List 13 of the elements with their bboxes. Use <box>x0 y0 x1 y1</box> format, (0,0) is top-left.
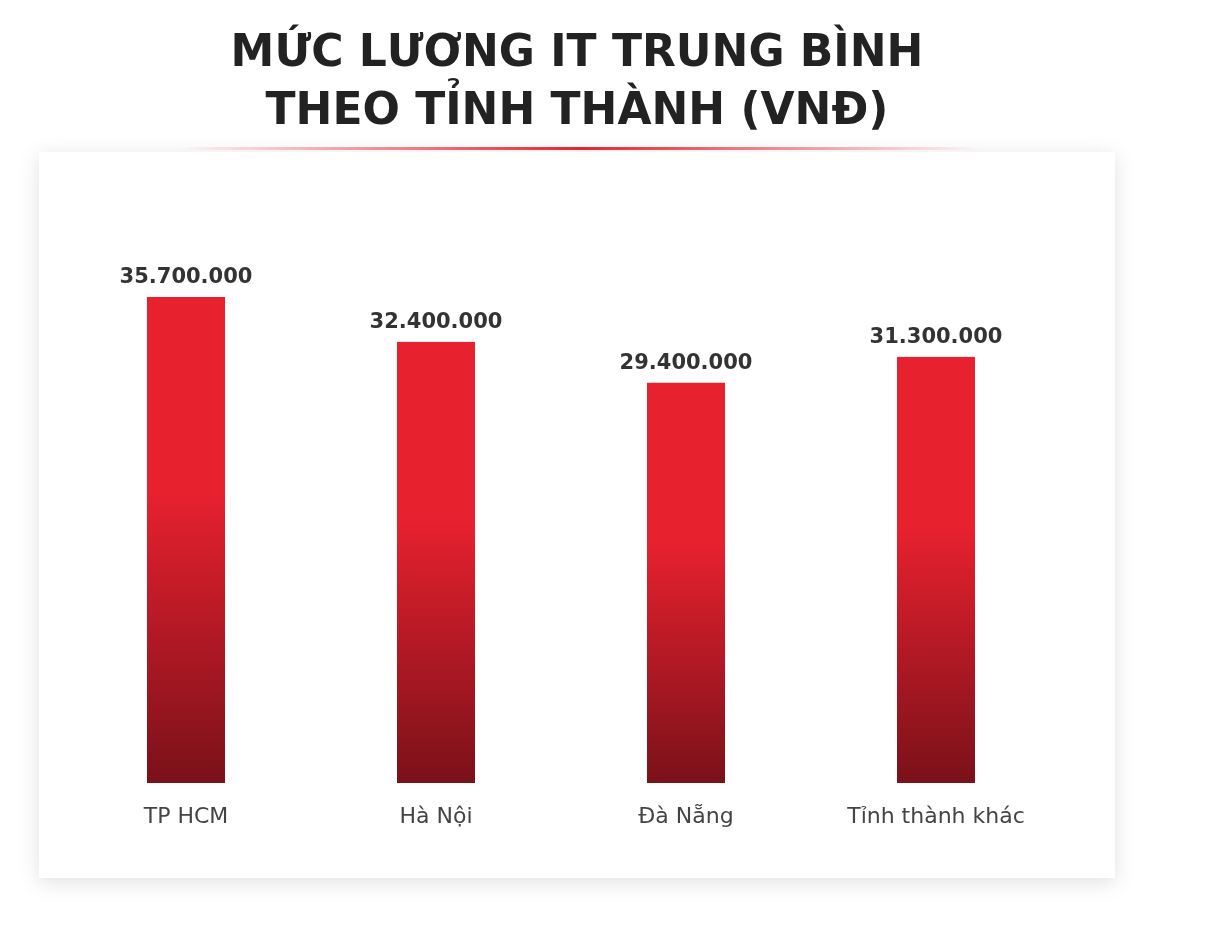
x-tick-label: TP HCM <box>142 803 229 828</box>
x-tick-label: Đà Nẵng <box>638 803 734 828</box>
bar <box>397 341 475 783</box>
data-label: 32.400.000 <box>369 308 503 333</box>
bar <box>897 356 975 783</box>
bar <box>647 382 725 783</box>
data-label: 35.700.000 <box>119 264 253 288</box>
data-label: 29.400.000 <box>619 349 753 374</box>
bar <box>147 297 225 783</box>
data-label: 31.300.000 <box>869 323 1003 348</box>
x-tick-label: Tỉnh thành khác <box>846 803 1025 828</box>
x-tick-label: Hà Nội <box>399 803 473 828</box>
chart-title: MỨC LƯƠNG IT TRUNG BÌNH THEO TỈNH THÀNH (VNĐ) <box>230 24 924 134</box>
